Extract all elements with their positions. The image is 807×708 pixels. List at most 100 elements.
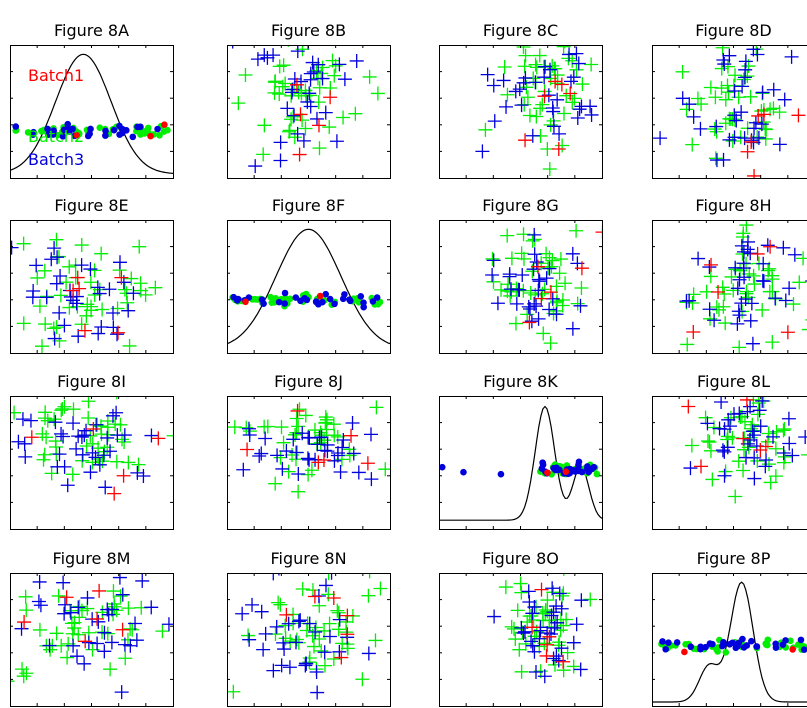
figure-8d-batch2-point — [703, 80, 718, 95]
figure-8k-batch3-outlier — [460, 468, 467, 476]
figure-8c-batch2-point — [520, 90, 535, 105]
figure-8d-batch3-point — [777, 92, 792, 107]
figure-8e-batch3-point — [69, 289, 84, 304]
figure-8m-batch3-point — [14, 621, 29, 636]
figure-8m-batch3-point — [144, 600, 159, 615]
figure-8l-batch2-point — [768, 441, 783, 456]
figure-8c-batch2-point — [556, 106, 571, 121]
figure-8c-batch2-point — [522, 108, 537, 123]
figure-8c-batch1-point — [551, 141, 566, 156]
figure-8d-batch3-point — [734, 105, 749, 120]
figure-8c-batch3-point — [570, 111, 585, 126]
figure-8g-batch2-point — [555, 292, 570, 307]
figure-8m-batch1-point — [78, 634, 93, 649]
figure-8o-batch3-point — [566, 635, 581, 650]
figure-8c-batch2-point — [533, 101, 548, 116]
figure-8h-title: Figure 8H — [695, 196, 771, 215]
figure-8b-batch3-point — [257, 48, 272, 63]
figure-8n-batch3-point — [277, 642, 292, 657]
figure-8c-batch2-point — [535, 97, 550, 112]
figure-8d-batch3-point — [738, 54, 753, 69]
figure-8a-density-curve — [10, 53, 173, 174]
legend-batch1: Batch1 — [28, 66, 84, 85]
figure-8o-batch2-point — [526, 612, 541, 627]
figure-8e-batch2-point — [124, 271, 139, 286]
figure-8p-batch3-dot — [687, 643, 695, 651]
figure-8k-batch3-outlier — [439, 463, 446, 471]
figure-8d-batch3-point — [754, 117, 769, 132]
figure-8o-title: Figure 8O — [482, 549, 559, 568]
figure-8h-batch2-point — [718, 316, 733, 331]
figure-8l-batch3-point — [683, 461, 698, 476]
figure-8c-batch3-point — [631, 143, 645, 157]
figure-8g-batch3-point — [527, 296, 542, 311]
figure-8b-batch3-point — [329, 134, 344, 149]
figure-8b-batch1-point — [311, 118, 326, 133]
figure-8g-batch3-point — [527, 247, 542, 262]
figure-8m-batch3-point — [81, 635, 96, 650]
figure-8o-batch2-point — [555, 588, 570, 603]
figure-8g-batch3-point — [509, 296, 524, 311]
figure-8f-batch1-dot — [242, 298, 249, 306]
figure-8i-batch3-point — [69, 441, 84, 456]
figure-8b-batch2-point — [275, 79, 290, 94]
figure-8j-batch2-point — [292, 402, 307, 417]
figure-8h-batch1-point — [763, 239, 778, 254]
figure-8m-title: Figure 8M — [53, 549, 131, 568]
figure-8j-batch2-point — [227, 420, 242, 435]
figure-8d-batch3-point — [653, 131, 668, 146]
figure-8o-batch3-point — [569, 617, 584, 632]
figure-8h-batch3-point — [776, 240, 791, 255]
figure-8e-batch3-point — [106, 306, 121, 321]
figure-8n-batch3-point — [282, 660, 297, 675]
figure-8i-batch3-point — [15, 412, 30, 427]
figure-8j-batch1-point — [311, 455, 326, 470]
figure-8i-batch1-point — [151, 431, 166, 446]
figure-8l-batch3-point — [776, 445, 791, 460]
figure-8j-batch3-point — [314, 430, 329, 445]
figure-8b-batch3-point — [318, 105, 333, 120]
figure-8i-batch2-point — [47, 412, 62, 427]
figure-8g-batch2-point — [485, 251, 500, 266]
figure-8b-batch2-point — [286, 109, 301, 124]
figure-8k-batch1-dot — [544, 469, 551, 476]
figure-8j-batch2-point — [209, 416, 223, 430]
figure-8i-batch2-point — [108, 417, 123, 432]
figure-8h-batch2-point — [801, 328, 807, 331]
figure-8l-batch3-point — [700, 416, 715, 431]
figure-8m-batch3-point — [129, 633, 144, 648]
figure-8o-batch3-point — [573, 662, 588, 677]
legend-batch2: Batch2 — [28, 127, 84, 146]
figure-8b-batch3-point — [287, 71, 302, 86]
figure-8c-batch2-point — [542, 162, 557, 177]
figure-8g-plot-area — [485, 223, 602, 351]
figure-8l-batch3-point — [747, 428, 762, 443]
figure-8o-batch3-point — [601, 644, 602, 646]
figure-8a-batch3-dot — [12, 123, 20, 130]
figure-8h-axes-box — [652, 220, 807, 354]
figure-8d-batch3-point — [722, 132, 737, 147]
figure-8f-batch3-dot — [260, 300, 267, 307]
figure-8b-batch2-point — [276, 58, 291, 73]
figure-8i-title: Figure 8I — [57, 372, 126, 391]
figure-8g-batch2-point — [514, 246, 529, 261]
figure-8l-batch3-point — [747, 450, 762, 465]
figure-8b-batch2-point — [238, 67, 253, 82]
figure-8m-axes-box — [10, 573, 174, 707]
figure-8m-batch1-point — [92, 583, 107, 598]
figure-8h-batch3-point — [734, 238, 749, 253]
figure-8b-batch2-point — [278, 76, 293, 91]
figure-8h-batch2-point — [724, 269, 739, 284]
figure-8h-batch3-point — [782, 281, 797, 296]
figure-8a-batch2-dot — [138, 130, 145, 137]
figure-8e-batch3-point — [71, 329, 86, 344]
figure-8g-batch3-point — [529, 299, 544, 314]
figure-8l-batch1-point — [694, 459, 709, 474]
figure-8a-batch2-dot — [96, 124, 104, 131]
figure-8b-title: Figure 8B — [271, 21, 346, 40]
figure-8c-batch3-point — [558, 14, 572, 28]
figure-8c-batch2-point — [608, 53, 622, 67]
figure-8g-batch2-point — [500, 228, 515, 243]
figure-8i-batch3-point — [54, 426, 69, 441]
